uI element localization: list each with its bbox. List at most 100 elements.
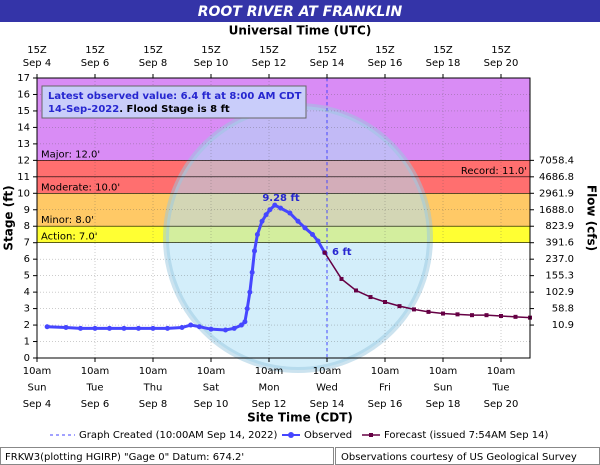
observed-point	[259, 218, 265, 224]
x-tick-label: Sep 14	[310, 399, 345, 410]
y-tick-label: 16	[17, 89, 30, 100]
title-bar	[0, 0, 600, 22]
flood-level-label: Action: 7.0'	[41, 232, 98, 243]
forecast-point	[470, 313, 474, 318]
x-tick-label: Sun	[27, 383, 46, 394]
x-top-tick-label: Sep 20	[484, 58, 519, 69]
x-top-tick-label: Sep 16	[368, 58, 403, 69]
observed-point	[196, 324, 202, 330]
x-tick-label: 10am	[429, 366, 458, 377]
forecast-point	[412, 307, 416, 312]
observed-point	[165, 325, 170, 331]
y2-tick-label: 102.9	[545, 287, 574, 298]
record-label: Record: 11.0'	[461, 166, 527, 177]
chart-title: ROOT RIVER AT FRANKLIN	[198, 4, 403, 20]
x-top-tick-label: Sep 4	[23, 58, 51, 69]
footer-right: Observations courtesy of US Geological S…	[341, 452, 577, 463]
x-tick-label: Sep 20	[484, 399, 519, 410]
y2-tick-label: 58.8	[552, 304, 574, 315]
y-tick-label: 4	[24, 287, 30, 298]
observed-point	[179, 325, 185, 331]
x-top-tick-label: 15Z	[259, 45, 279, 56]
x-top-tick-label: Sep 18	[426, 58, 461, 69]
y-tick-label: 3	[24, 304, 30, 315]
observed-point	[44, 324, 50, 330]
x-tick-label: Mon	[258, 383, 279, 394]
observed-point	[249, 269, 255, 275]
flood-level-label: Minor: 8.0'	[41, 215, 94, 226]
forecast-point	[455, 312, 460, 317]
x-tick-label: Sun	[433, 383, 452, 394]
observed-point	[150, 325, 156, 331]
forecast-point	[339, 276, 344, 281]
y-tick-label: 8	[24, 221, 30, 232]
x-tick-label: 10am	[197, 366, 226, 377]
observed-point	[107, 325, 112, 331]
info-box	[41, 85, 307, 119]
x-top-tick-label: 15Z	[375, 45, 395, 56]
x-tick-label: Sep 6	[81, 399, 109, 410]
y-tick-label: 14	[17, 122, 30, 133]
x-tick-label: 10am	[255, 366, 284, 377]
y-axis-title: Stage (ft)	[2, 185, 16, 250]
footer-left: FRKW3(plotting HGIRP) "Gage 0" Datum: 67…	[5, 452, 244, 463]
forecast-point	[368, 295, 373, 300]
x-axis-title: Site Time (CDT)	[247, 411, 353, 425]
observed-point	[78, 325, 83, 331]
legend-forecast: Forecast (issued 7:54AM Sep 14)	[384, 430, 548, 441]
observed-point	[223, 327, 228, 333]
x-top-tick-label: Sep 14	[310, 58, 345, 69]
x-top-tick-label: Sep 8	[139, 58, 167, 69]
observed-point	[267, 207, 273, 213]
y-tick-label: 6	[24, 254, 30, 265]
legend-swatch-forecast-dot	[369, 433, 373, 437]
forecast-point	[441, 311, 445, 316]
y-tick-label: 17	[17, 73, 30, 84]
x-tick-label: Sep 18	[426, 399, 461, 410]
observed-point	[272, 202, 278, 208]
x-top-tick-label: 15Z	[201, 45, 221, 56]
x-top-tick-label: 15Z	[27, 45, 47, 56]
x-top-tick-label: 15Z	[433, 45, 453, 56]
forecast-point	[383, 300, 387, 304]
x-top-tick-label: Sep 6	[81, 58, 109, 69]
observed-point	[254, 231, 260, 237]
x-tick-label: Sep 8	[139, 399, 167, 410]
y2-tick-label: 155.3	[545, 271, 574, 282]
forecast-point	[397, 304, 402, 309]
observed-point	[136, 325, 141, 331]
x-tick-label: Sep 12	[252, 399, 287, 410]
info-rest: . Flood Stage is 8 ft	[119, 104, 230, 115]
x-tick-label: Sat	[203, 383, 219, 394]
x-tick-label: Wed	[316, 383, 338, 394]
y-tick-label: 10	[17, 188, 30, 199]
x-top-tick-label: 15Z	[317, 45, 337, 56]
x-tick-label: Sep 16	[368, 399, 403, 410]
y2-tick-label: 237.0	[545, 254, 574, 265]
forecast-point	[426, 309, 431, 314]
y2-tick-label: 4686.8	[539, 172, 574, 183]
x-top-tick-label: 15Z	[491, 45, 511, 56]
x-tick-label: 10am	[487, 366, 516, 377]
observed-point	[242, 319, 248, 325]
watermark	[166, 106, 430, 370]
observed-point	[92, 325, 98, 331]
y-tick-label: 15	[17, 106, 30, 117]
x-tick-label: 10am	[313, 366, 342, 377]
x-tick-label: 10am	[371, 366, 400, 377]
y-tick-label: 9	[24, 205, 30, 216]
x-tick-label: 10am	[23, 366, 52, 377]
observed-point	[63, 325, 69, 331]
annotation: 6 ft	[332, 247, 352, 258]
y-tick-label: 12	[17, 155, 30, 166]
forecast-point	[354, 288, 358, 293]
info-line1: Latest observed value: 6.4 ft at 8:00 AM…	[48, 91, 302, 102]
x-top-tick-label: 15Z	[143, 45, 163, 56]
observed-point	[244, 306, 250, 312]
x-tick-label: Sep 4	[23, 399, 51, 410]
x-tick-label: Tue	[85, 383, 103, 394]
y-tick-label: 5	[24, 271, 30, 282]
x-tick-label: 10am	[81, 366, 110, 377]
y2-tick-label: 391.6	[545, 238, 574, 249]
observed-point	[188, 322, 194, 328]
